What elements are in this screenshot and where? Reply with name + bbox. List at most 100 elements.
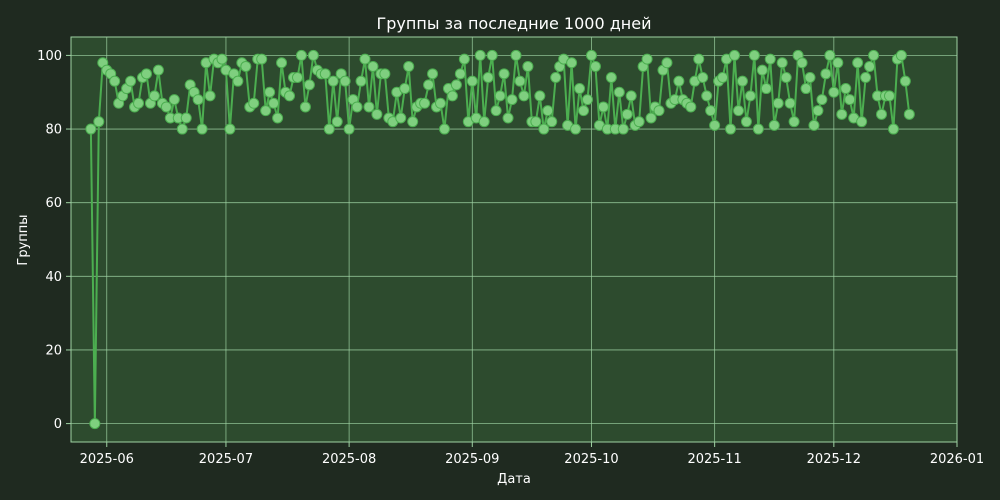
- data-point: [816, 94, 828, 106]
- data-point: [423, 79, 435, 91]
- data-point: [641, 53, 653, 65]
- data-point: [800, 83, 812, 95]
- data-point: [291, 72, 303, 83]
- data-point: [196, 123, 208, 135]
- data-point: [363, 101, 375, 113]
- data-point: [895, 49, 907, 61]
- data-point: [85, 123, 97, 135]
- data-point: [832, 57, 844, 69]
- data-point: [740, 116, 752, 128]
- data-point: [768, 119, 780, 131]
- data-point: [343, 123, 355, 135]
- data-point: [756, 64, 768, 76]
- data-point: [820, 68, 832, 80]
- data-point: [510, 49, 522, 61]
- data-point: [903, 108, 915, 120]
- data-point: [109, 75, 121, 87]
- data-point: [152, 64, 164, 76]
- data-point: [836, 108, 848, 120]
- data-point: [331, 116, 343, 128]
- data-point: [264, 86, 276, 98]
- data-point: [617, 123, 629, 135]
- data-point: [828, 86, 840, 98]
- data-point: [732, 105, 744, 117]
- data-point: [224, 123, 236, 135]
- y-tick-label: 100: [37, 49, 62, 64]
- data-point: [371, 108, 383, 120]
- data-point: [256, 53, 268, 65]
- data-point: [359, 53, 371, 65]
- data-point: [725, 123, 737, 135]
- data-point: [435, 97, 446, 109]
- data-point: [812, 105, 824, 117]
- data-point: [538, 123, 550, 135]
- data-point: [621, 108, 633, 120]
- data-point: [788, 116, 800, 128]
- data-point: [133, 97, 145, 109]
- data-point: [701, 90, 713, 102]
- data-point: [597, 101, 609, 113]
- data-point: [844, 94, 856, 106]
- data-point: [736, 75, 748, 87]
- series-groups: [85, 49, 915, 430]
- data-point: [574, 83, 586, 95]
- data-point: [864, 60, 876, 72]
- data-point: [482, 72, 494, 83]
- data-point: [856, 116, 868, 128]
- data-point: [605, 72, 617, 83]
- data-point: [438, 123, 450, 135]
- data-point: [446, 90, 458, 102]
- y-tick-label: 60: [45, 196, 62, 211]
- data-point: [744, 90, 756, 102]
- data-point: [534, 90, 546, 102]
- data-point: [351, 101, 363, 113]
- chart-title: Группы за последние 1000 дней: [377, 14, 652, 33]
- data-point: [299, 101, 311, 113]
- data-point: [140, 68, 152, 80]
- y-axis-label: Группы: [16, 214, 31, 265]
- x-tick-label: 2025-07: [199, 452, 253, 467]
- data-point: [454, 68, 466, 80]
- data-point: [307, 49, 319, 61]
- data-point: [645, 112, 657, 124]
- y-tick-label: 20: [45, 343, 62, 358]
- data-point: [323, 123, 335, 135]
- data-point: [458, 53, 470, 65]
- data-point: [899, 75, 911, 87]
- data-point: [125, 75, 137, 87]
- data-point: [661, 57, 673, 69]
- data-point: [883, 90, 895, 102]
- data-point: [160, 101, 172, 113]
- x-tick-label: 2026-01: [930, 452, 984, 467]
- data-point: [148, 90, 160, 102]
- data-point: [796, 57, 808, 69]
- data-point: [808, 119, 820, 131]
- x-axis: 2025-06 2025-07 2025-08 2025-09 2025-10 2025-…: [80, 442, 984, 467]
- data-point: [772, 97, 784, 109]
- data-point: [784, 97, 796, 109]
- data-point: [613, 86, 625, 98]
- data-point: [502, 112, 514, 124]
- data-point: [395, 112, 407, 124]
- data-point: [653, 105, 665, 117]
- data-point: [474, 49, 486, 61]
- data-point: [764, 53, 776, 65]
- data-point: [192, 94, 204, 106]
- data-point: [176, 123, 188, 135]
- data-point: [566, 57, 578, 69]
- data-point: [887, 123, 899, 135]
- x-tick-label: 2025-11: [687, 452, 741, 467]
- data-point: [407, 116, 419, 128]
- data-point: [268, 97, 280, 109]
- data-point: [578, 105, 590, 117]
- data-point: [248, 97, 260, 109]
- data-point: [284, 90, 296, 102]
- y-tick-label: 0: [54, 417, 62, 432]
- x-tick-label: 2025-12: [807, 452, 861, 467]
- data-point: [93, 116, 105, 128]
- data-point: [633, 116, 645, 128]
- data-point: [494, 90, 506, 102]
- data-point: [355, 75, 367, 87]
- data-point: [506, 94, 518, 106]
- data-point: [276, 57, 288, 69]
